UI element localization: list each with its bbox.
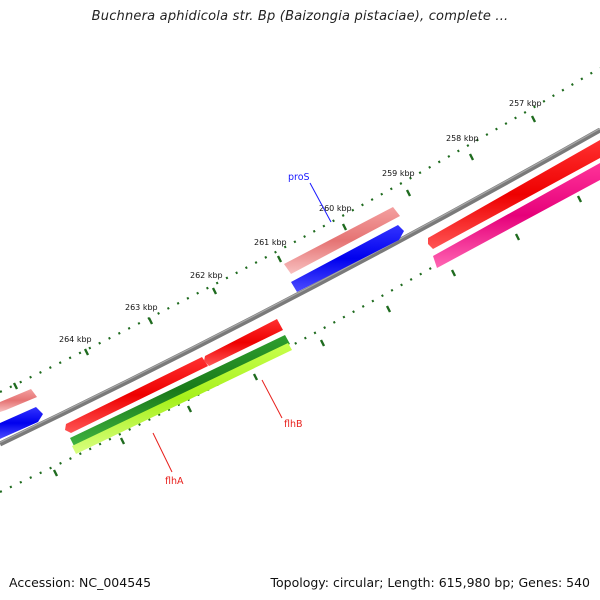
- gene-label-pros[interactable]: proS: [288, 172, 310, 183]
- gene-feature-left-pink[interactable]: [0, 389, 37, 412]
- gene-feature-flha[interactable]: [65, 357, 208, 433]
- gene-label-flhb[interactable]: flhB: [284, 419, 303, 430]
- cds-feature-flh-lime[interactable]: [72, 343, 292, 454]
- cds-feature-pros[interactable]: [291, 225, 404, 292]
- gene-feature-right-red[interactable]: [428, 140, 600, 249]
- inner-major-ticks: [52, 195, 583, 477]
- tick-label-259: 259 kbp: [382, 169, 415, 178]
- cds-feature-right-magenta[interactable]: [433, 163, 600, 268]
- tick-label-257: 257 kbp: [509, 99, 542, 108]
- gene-feature-flhb[interactable]: [204, 319, 283, 366]
- tick-label-264: 264 kbp: [59, 335, 92, 344]
- tick-label-260: 260 kbp: [319, 204, 352, 213]
- cds-feature-flh-green[interactable]: [70, 335, 290, 446]
- accession-text: Accession: NC_004545: [9, 575, 152, 590]
- genome-backbone: [0, 127, 600, 447]
- gene-feature-pros[interactable]: [284, 207, 400, 274]
- gene-label-flha[interactable]: flhA: [165, 476, 184, 487]
- tick-label-261: 261 kbp: [254, 238, 287, 247]
- tick-label-263: 263 kbp: [125, 303, 158, 312]
- outer-major-ticks: [12, 115, 537, 390]
- flha-leader-line: [152, 432, 173, 473]
- tick-label-258: 258 kbp: [446, 134, 479, 143]
- outer-tick-ruler: [0, 67, 600, 393]
- pros-leader-line: [309, 182, 332, 223]
- genome-summary-text: Topology: circular; Length: 615,980 bp; …: [270, 575, 591, 590]
- flhb-leader-line: [261, 379, 283, 419]
- map-title: Buchnera aphidicola str. Bp (Baizongia p…: [91, 9, 509, 24]
- tick-label-262: 262 kbp: [190, 271, 223, 280]
- cds-feature-left-blue[interactable]: [0, 407, 43, 439]
